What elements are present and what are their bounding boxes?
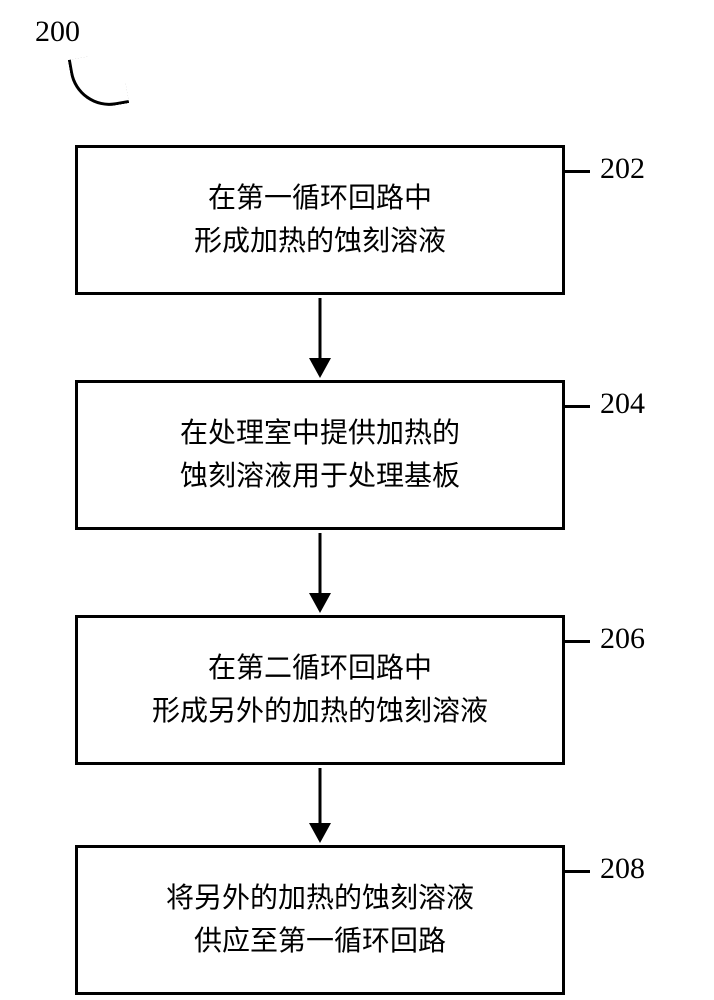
arrow-line — [319, 298, 322, 360]
flowchart-canvas: 200 在第一循环回路中 形成加热的蚀刻溶液 202 在处理室中提供加热的 蚀刻… — [0, 0, 714, 1000]
step-text-line: 在第一循环回路中 — [208, 177, 432, 220]
step-ref-label: 208 — [600, 852, 645, 886]
step-box: 在处理室中提供加热的 蚀刻溶液用于处理基板 — [75, 380, 565, 530]
step-ref-label: 206 — [600, 622, 645, 656]
arrow-line — [319, 533, 322, 595]
step-text-line: 在第二循环回路中 — [208, 647, 432, 690]
step-text-line: 将另外的加热的蚀刻溶液 — [166, 877, 474, 920]
arrow-line — [319, 768, 322, 825]
step-ref-label: 204 — [600, 387, 645, 421]
diagram-ref-hook — [68, 51, 129, 112]
step-text-line: 供应至第一循环回路 — [194, 920, 446, 963]
arrow-head-icon — [309, 823, 331, 843]
ref-tick — [565, 640, 590, 643]
arrow-head-icon — [309, 593, 331, 613]
ref-tick — [565, 170, 590, 173]
step-text-line: 形成加热的蚀刻溶液 — [194, 220, 446, 263]
step-box: 在第二循环回路中 形成另外的加热的蚀刻溶液 — [75, 615, 565, 765]
step-box: 在第一循环回路中 形成加热的蚀刻溶液 — [75, 145, 565, 295]
step-text-line: 在处理室中提供加热的 — [180, 412, 460, 455]
diagram-ref-label: 200 — [35, 15, 80, 49]
step-ref-label: 202 — [600, 152, 645, 186]
arrow-head-icon — [309, 358, 331, 378]
step-box: 将另外的加热的蚀刻溶液 供应至第一循环回路 — [75, 845, 565, 995]
step-text-line: 蚀刻溶液用于处理基板 — [180, 455, 460, 498]
ref-tick — [565, 870, 590, 873]
ref-tick — [565, 405, 590, 408]
step-text-line: 形成另外的加热的蚀刻溶液 — [152, 690, 488, 733]
